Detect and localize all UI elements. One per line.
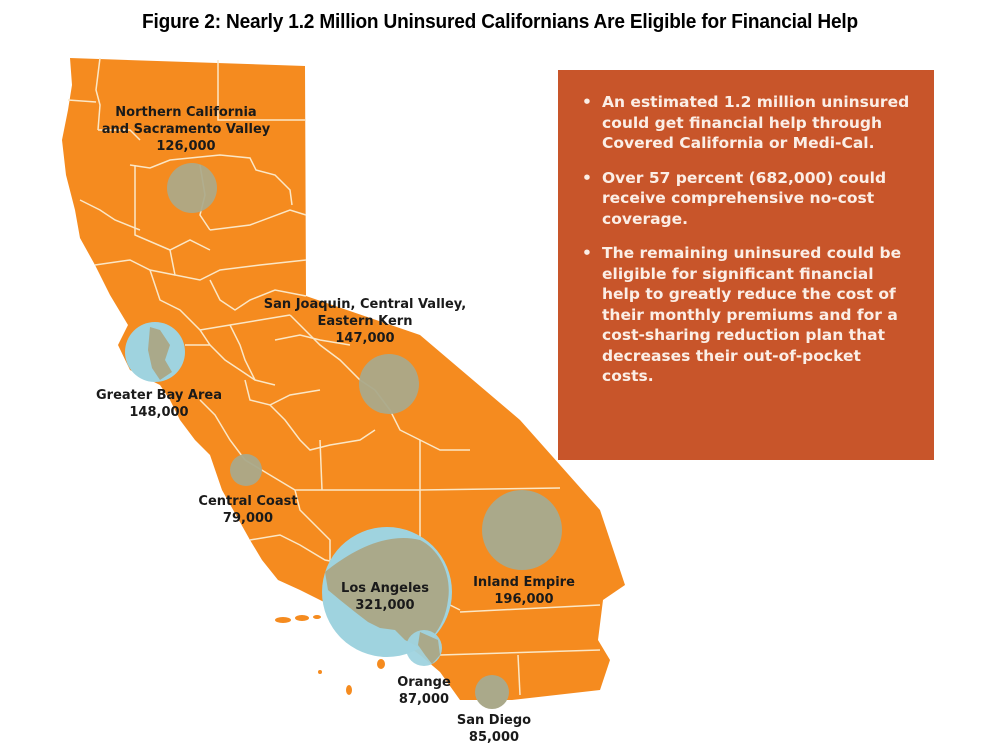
county-borders [67, 57, 601, 696]
label-los-angeles: Los Angeles 321,000 [341, 581, 429, 613]
label-san-diego: San Diego 85,000 [456, 713, 532, 745]
label-orange: Orange 87,000 [397, 675, 451, 707]
label-northern-california: Northern California and Sacramento Valle… [101, 105, 271, 154]
bullet-icon: • [582, 244, 592, 262]
channel-islands [275, 615, 385, 695]
figure-title: Figure 2: Nearly 1.2 Million Uninsured C… [142, 10, 858, 33]
label-san-joaquin: San Joaquin, Central Valley, Eastern Ker… [263, 297, 467, 346]
label-inland-empire: Inland Empire 196,000 [473, 575, 575, 607]
info-bullet: • The remaining uninsured could be eligi… [582, 244, 902, 385]
bubble-inland-empire [482, 490, 562, 570]
bullet-icon: • [582, 168, 592, 187]
bubble-san-joaquin [359, 354, 419, 414]
info-bullet: • An estimated 1.2 million uninsured cou… [582, 93, 910, 152]
bullet-icon: • [582, 93, 592, 111]
info-bullet-list: • An estimated 1.2 million uninsured cou… [580, 92, 914, 387]
label-central-coast: Central Coast 79,000 [198, 494, 298, 526]
info-bullet: • Over 57 percent (682,000) could receiv… [582, 168, 887, 228]
label-greater-bay-area: Greater Bay Area 148,000 [96, 388, 222, 420]
bubble-northern-california [167, 163, 217, 213]
population-bubbles [125, 163, 562, 709]
info-box: • An estimated 1.2 million uninsured cou… [558, 70, 934, 460]
bubble-san-diego [475, 675, 509, 709]
bubble-central-coast [230, 454, 262, 486]
